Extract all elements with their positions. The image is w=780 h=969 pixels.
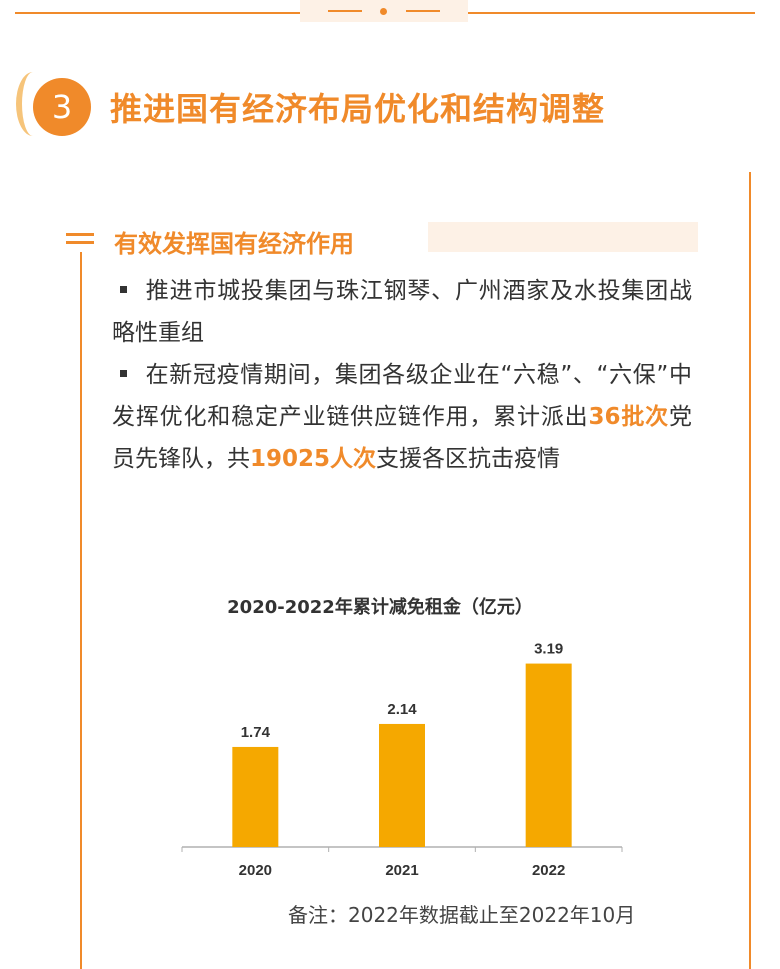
subsection-title-highlight xyxy=(428,222,698,252)
rent-reduction-chart: 2020-2022年累计减免租金（亿元） 1.74 2020 2.14 2021 3.1… xyxy=(170,585,630,895)
square-bullet-icon xyxy=(120,370,127,377)
subsection-title: 有效发挥国有经济作用 xyxy=(114,230,354,258)
bullet-text: 支援各区抗击疫情 xyxy=(376,446,561,472)
ornament-dot xyxy=(380,8,387,15)
x-tick-label: 2022 xyxy=(532,862,565,879)
top-ornament xyxy=(300,0,468,22)
footnote: 备注：2022年数据截止至2022年10月 xyxy=(288,903,636,927)
x-tick-label: 2020 xyxy=(239,862,272,879)
ornament-dash-left xyxy=(328,10,362,12)
section-number-arc xyxy=(16,72,50,136)
bar-2020 xyxy=(232,746,279,847)
chart-plot: 1.74 2020 2.14 2021 3.19 2022 xyxy=(181,641,623,879)
bullet-text: 在新冠疫情期间，集团各级企业在“六稳”、“六保”中发挥优化和稳定产业链供应链作用… xyxy=(112,362,692,430)
bar-2022 xyxy=(525,663,572,847)
bullet-text: 党员先锋队，共 xyxy=(112,404,692,472)
bar-2021 xyxy=(379,723,425,847)
highlighted-figure: 36批次 xyxy=(588,404,669,430)
x-tick-label: 2021 xyxy=(385,862,418,879)
data-label: 1.74 xyxy=(241,724,271,741)
highlighted-figure: 19025人次 xyxy=(250,446,377,472)
section-title: 推进国有经济布局优化和结构调整 xyxy=(110,90,606,128)
section-number-badge: 3 xyxy=(33,78,91,136)
frame-left-line xyxy=(80,252,82,969)
data-label: 2.14 xyxy=(387,701,417,718)
square-bullet-icon xyxy=(120,286,127,293)
bullet-item: 在新冠疫情期间，集团各级企业在“六稳”、“六保”中发挥优化和稳定产业链供应链作用… xyxy=(112,354,692,480)
bullet-item: 推进市城投集团与珠江钢琴、广州酒家及水投集团战略性重组 xyxy=(112,270,692,354)
chart-title: 2020-2022年累计减免租金（亿元） xyxy=(227,597,533,618)
bullet-text: 推进市城投集团与珠江钢琴、广州酒家及水投集团战略性重组 xyxy=(112,278,692,346)
bullet-list: 推进市城投集团与珠江钢琴、广州酒家及水投集团战略性重组 在新冠疫情期间，集团各级企… xyxy=(112,270,692,480)
data-label: 3.19 xyxy=(534,641,563,658)
ornament-dash-right xyxy=(406,10,440,12)
double-line-icon xyxy=(66,233,94,249)
frame-right-line xyxy=(749,172,751,969)
